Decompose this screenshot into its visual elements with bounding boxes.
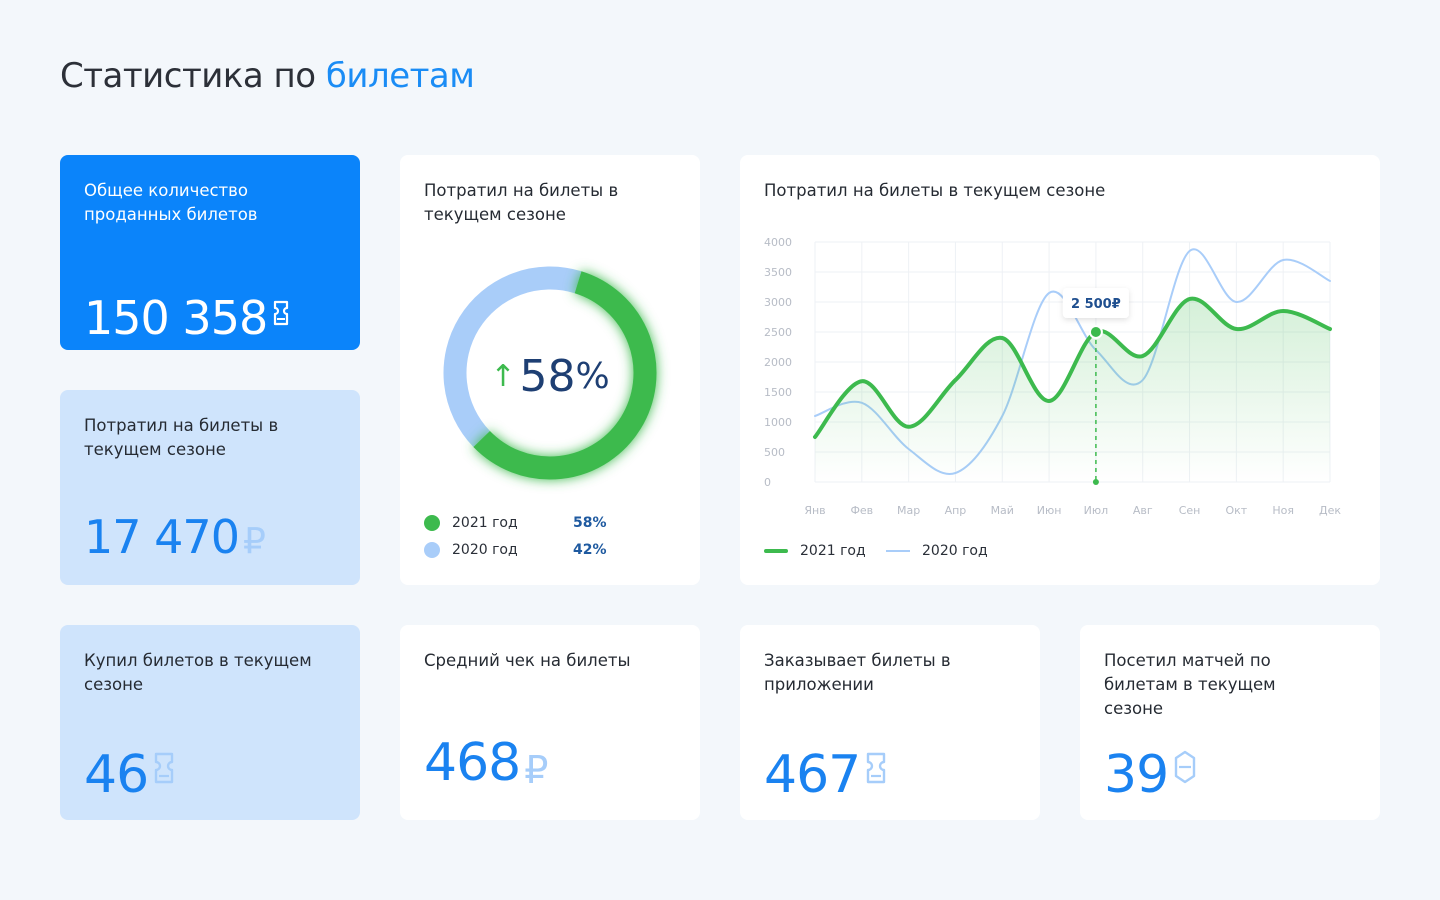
card-bought-season: Купил билетов в текущем сезоне 46 xyxy=(60,625,360,820)
card-average-check: Средний чек на билеты 468 ₽ xyxy=(400,625,700,820)
y-tick-label: 1500 xyxy=(764,386,792,399)
legend-item-2021: 2021 год 58% xyxy=(424,515,684,531)
x-tick-label: Апр xyxy=(945,504,967,517)
card-matches-visited: Посетил матчей по билетам в текущем сезо… xyxy=(1080,625,1380,820)
matches-visited-value: 39 xyxy=(1104,745,1169,805)
annotation-point[interactable] xyxy=(1088,325,1103,339)
legend-label: 2020 год xyxy=(452,542,518,558)
ruble-unit: ₽ xyxy=(524,748,548,792)
card-label: Заказывает билеты в приложении xyxy=(764,651,951,694)
x-tick-label: Май xyxy=(991,504,1014,517)
donut-percent: 58 xyxy=(519,351,576,402)
page-title-accent: билетам xyxy=(325,56,475,96)
donut-chart xyxy=(443,266,657,480)
card-value: 46 xyxy=(84,737,174,801)
card-value: 39 xyxy=(1104,737,1196,801)
y-tick-label: 3500 xyxy=(764,266,792,279)
x-tick-label: Мар xyxy=(897,504,920,517)
donut-slice-2020 xyxy=(443,266,582,447)
tooltip-box xyxy=(1062,288,1129,318)
legend-item-2020: 2020 год 42% xyxy=(424,542,684,558)
y-tick-label: 2500 xyxy=(764,326,792,339)
donut-center-value: ↑ 58% xyxy=(400,351,700,402)
legend-label: 2021 год xyxy=(452,515,518,531)
ticket-icon xyxy=(273,283,289,337)
card-label: Общее количество проданных билетов xyxy=(84,181,258,224)
y-tick-label: 500 xyxy=(764,446,785,459)
x-tick-label: Фев xyxy=(850,504,873,517)
card-label: Посетил матчей по билетам в текущем сезо… xyxy=(1104,651,1276,718)
donut-percent-unit: % xyxy=(575,356,610,397)
y-tick-label: 3000 xyxy=(764,296,792,309)
legend-line-2021 xyxy=(764,549,788,553)
ticket-icon xyxy=(866,737,886,797)
legend-dot-2020 xyxy=(424,542,440,558)
app-orders-value: 467 xyxy=(764,745,861,805)
page-title: Статистика по билетам xyxy=(60,56,475,96)
card-label: Средний чек на билеты xyxy=(424,651,631,670)
line-chart: 0 500 1000 1500 2000 2500 3000 3500 4000 Янв Фев М… xyxy=(764,236,1341,517)
x-tick-label: Авг xyxy=(1133,504,1153,517)
x-tick-label: Сен xyxy=(1179,504,1201,517)
legend-item-2020: 2020 год xyxy=(886,543,988,559)
y-tick-label: 4000 xyxy=(764,236,792,249)
x-tick-label: Янв xyxy=(804,504,825,517)
chart-title: Потратил на билеты в текущем сезоне xyxy=(764,181,1106,200)
x-tick-label: Июн xyxy=(1037,504,1062,517)
donut-slice-2021 xyxy=(473,271,657,480)
x-tick-label: Дек xyxy=(1319,504,1341,517)
spent-season-value: 17 470 xyxy=(84,510,240,564)
x-tick-label: Июл xyxy=(1084,504,1109,517)
annotation-base-dot xyxy=(1092,479,1099,485)
legend-dot-2021 xyxy=(424,515,440,531)
total-sold-value: 150 358 xyxy=(84,291,268,345)
tooltip-value: 2 500₽ xyxy=(1071,297,1121,312)
card-label: Потратил на билеты в текущем сезоне xyxy=(424,181,619,224)
ruble-unit: ₽ xyxy=(242,521,266,562)
series-line-2021 xyxy=(813,296,1332,439)
bought-season-value: 46 xyxy=(84,745,149,805)
card-label: Купил билетов в текущем сезоне xyxy=(84,651,312,694)
card-label: Потратил на билеты в текущем сезоне xyxy=(84,416,279,459)
legend-pct: 42% xyxy=(573,542,607,558)
legend-label: 2020 год xyxy=(922,543,988,559)
average-check-value: 468 xyxy=(424,733,521,793)
card-donut: Потратил на билеты в текущем сезоне ↑ 58… xyxy=(400,155,700,585)
card-total-sold: Общее количество проданных билетов 150 3… xyxy=(60,155,360,350)
legend-item-2021: 2021 год xyxy=(764,543,866,559)
legend-label: 2021 год xyxy=(800,543,866,559)
shield-icon xyxy=(1174,737,1196,797)
card-line-chart: Потратил на билеты в текущем сезоне 0 500… xyxy=(740,155,1380,585)
y-tick-label: 1000 xyxy=(764,416,792,429)
y-tick-label: 0 xyxy=(764,476,771,489)
card-app-orders: Заказывает билеты в приложении 467 xyxy=(740,625,1040,820)
y-tick-label: 2000 xyxy=(764,356,792,369)
arrow-up-icon: ↑ xyxy=(490,359,516,394)
ticket-icon xyxy=(154,737,174,797)
card-value: 467 xyxy=(764,737,886,801)
page-title-main: Статистика по xyxy=(60,56,326,96)
x-tick-label: Ноя xyxy=(1272,504,1294,517)
card-value: 17 470 ₽ xyxy=(84,510,266,564)
x-tick-label: Окт xyxy=(1226,504,1248,517)
legend-line-2020 xyxy=(886,550,910,552)
card-value: 150 358 xyxy=(84,283,289,341)
card-spent-season: Потратил на билеты в текущем сезоне 17 4… xyxy=(60,390,360,585)
area-2021 xyxy=(815,298,1330,482)
legend-pct: 58% xyxy=(573,515,607,531)
card-value: 468 ₽ xyxy=(424,733,548,793)
